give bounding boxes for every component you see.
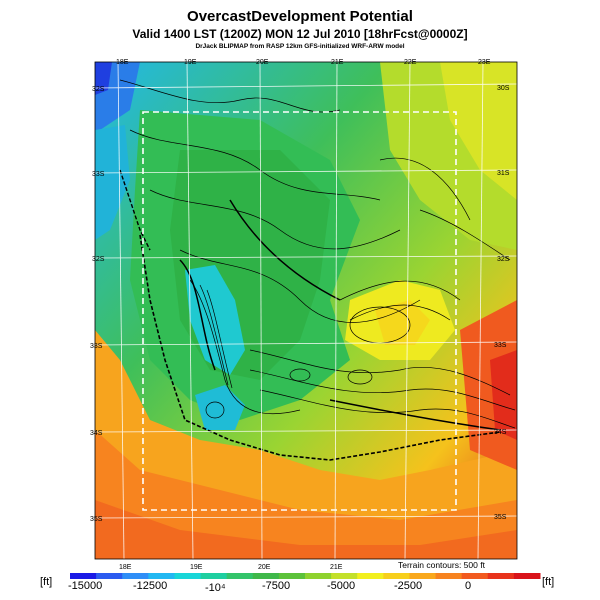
lat-label: 33S	[90, 343, 103, 350]
colorbar-tick: -2500	[394, 580, 422, 592]
colorbar-tick: -15000	[68, 580, 102, 592]
colorbar	[70, 573, 541, 579]
lat-labels-left: 32S 33S 32S 33S 34S 35S	[90, 86, 105, 523]
lon-label: 18E	[116, 59, 129, 66]
lon-label: 19E	[190, 564, 203, 571]
colorbar-swatch	[278, 573, 306, 579]
colorbar-swatch	[122, 573, 149, 579]
colorbar-swatch	[461, 573, 489, 579]
lon-label: 22E	[404, 59, 417, 66]
colorbar-unit-left: [ft]	[40, 576, 52, 588]
lat-labels-right: 30S 31S 32S 33S 34S 35S	[494, 85, 510, 521]
colorbar-tick: -7500	[262, 580, 290, 592]
lon-labels-bottom: 18E 19E 20E 21E	[119, 564, 343, 571]
colorbar-swatch	[331, 573, 358, 579]
lon-label: 21E	[330, 564, 343, 571]
lat-label: 34S	[90, 430, 103, 437]
lat-label: 30S	[497, 85, 510, 92]
colorbar-tick: -5000	[327, 580, 355, 592]
colorbar-swatch	[435, 573, 463, 579]
lat-label: 33S	[92, 171, 105, 178]
lon-label: 20E	[256, 59, 269, 66]
colorbar-swatch	[487, 573, 515, 579]
colorbar-swatch	[226, 573, 254, 579]
colorbar-tick: -12500	[133, 580, 167, 592]
lat-label: 35S	[90, 516, 103, 523]
lon-label: 18E	[119, 564, 132, 571]
model-credit: DrJack BLIPMAP from RASP 12km GFS-initia…	[195, 43, 405, 50]
colorbar-tick: 0	[465, 580, 471, 592]
map-title: OvercastDevelopment Potential	[187, 8, 413, 25]
lon-label: 21E	[331, 59, 344, 66]
lat-label: 34S	[494, 429, 507, 436]
lat-label: 32S	[497, 256, 510, 263]
lon-label: 23E	[478, 59, 491, 66]
valid-time-subtitle: Valid 1400 LST (1200Z) MON 12 Jul 2010 […	[132, 27, 468, 41]
lon-label: 19E	[184, 59, 197, 66]
colorbar-swatch	[70, 573, 97, 579]
colorbar-tick: -10⁴	[205, 582, 226, 594]
colorbar-swatch	[200, 573, 228, 579]
lat-label: 35S	[494, 514, 507, 521]
lat-label: 32S	[92, 256, 105, 263]
colorbar-ticks: -15000 -12500 -10⁴ -7500 -5000 -2500 0	[68, 580, 471, 594]
lon-labels-top: 18E 19E 20E 21E 22E 23E	[116, 59, 491, 66]
colorbar-swatch	[383, 573, 410, 579]
colorbar-swatch	[513, 573, 541, 579]
forecast-field	[95, 62, 517, 559]
lat-label: 33S	[494, 342, 507, 349]
lat-label: 31S	[497, 170, 510, 177]
colorbar-swatch	[305, 573, 332, 579]
colorbar-swatch	[148, 573, 175, 579]
colorbar-swatch	[357, 573, 384, 579]
colorbar-swatch	[252, 573, 280, 579]
lon-label: 20E	[258, 564, 271, 571]
colorbar-swatch	[174, 573, 202, 579]
terrain-contour-note: Terrain contours: 500 ft	[398, 560, 486, 570]
lat-label: 32S	[92, 86, 105, 93]
colorbar-swatch	[96, 573, 123, 579]
colorbar-swatch	[409, 573, 437, 579]
colorbar-unit-right: [ft]	[542, 576, 554, 588]
